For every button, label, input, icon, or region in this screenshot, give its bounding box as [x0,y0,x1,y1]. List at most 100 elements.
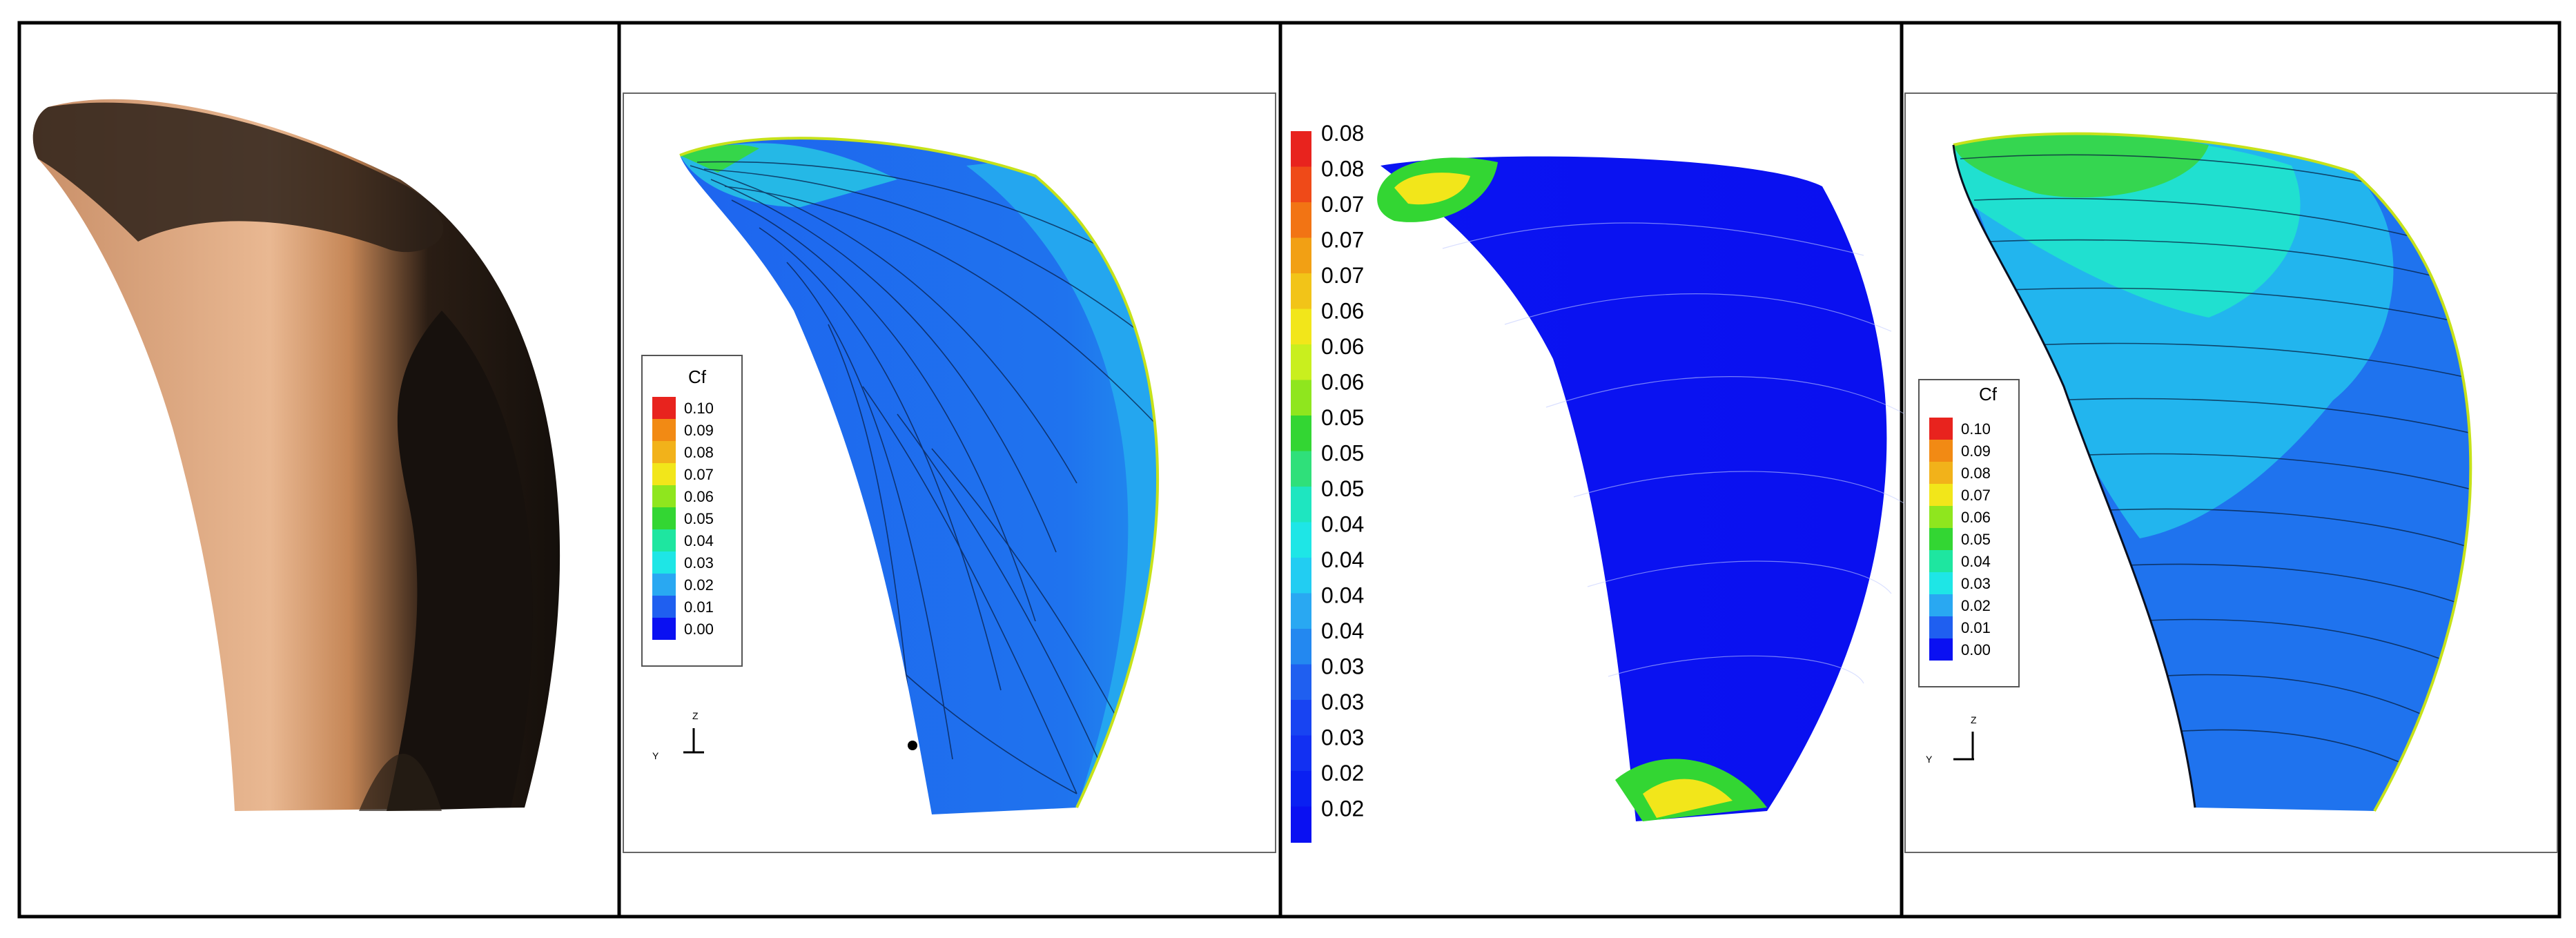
legend-swatch [1929,484,1953,506]
legend-tick-label: 0.04 [684,532,714,549]
colorbar-segment [1291,806,1311,843]
axis-label-y-a: Y [652,750,659,761]
colorbar-tick-label: 0.05 [1321,441,1364,466]
legend-swatch [652,419,676,441]
colorbar-segment [1291,344,1311,381]
legend-tick-label: 0.02 [684,576,714,594]
legend-swatch [1929,638,1953,661]
legend-tick-label: 0.06 [684,488,714,505]
colorbar-tick-label: 0.06 [1321,334,1364,359]
legend-tick-label: 0.07 [684,466,714,483]
colorbar-tick-label: 0.04 [1321,547,1364,572]
legend-swatch [652,574,676,596]
legend-title-c: Cf [1979,384,1998,404]
axis-label-y-c: Y [1926,754,1933,765]
legend-tick-label: 0.10 [684,400,714,417]
legend-tick-label: 0.00 [684,621,714,638]
colorbar-tick-label: 0.07 [1321,263,1364,288]
colorbar-segment [1291,771,1311,808]
colorbar-segment [1291,380,1311,416]
colorbar-segment [1291,309,1311,345]
colorbar-tick-label: 0.06 [1321,299,1364,324]
colorbar-tick-label: 0.07 [1321,192,1364,217]
colorbar-tick-label: 0.03 [1321,725,1364,750]
legend-swatch [652,618,676,640]
colorbar-segment [1291,522,1311,558]
propeller-blade-photo [32,99,560,812]
legend-tick-label: 0.08 [684,444,714,461]
legend-swatch [1929,594,1953,616]
colorbar-segment [1291,664,1311,701]
legend-swatch [1929,528,1953,550]
colorbar-segment [1291,273,1311,310]
colorbar-segment [1291,700,1311,736]
legend-swatch [652,397,676,419]
colorbar-segment [1291,202,1311,239]
legend-swatch [1929,616,1953,638]
legend-swatch [1929,506,1953,528]
cf-legend-c: Cf 0.10 0.09 0.08 0.07 0.06 0.05 0.04 0.03 0.02 0… [1918,379,2020,687]
legend-swatch [1929,462,1953,484]
legend-tick-label: 0.03 [1961,575,1991,592]
legend-tick-label: 0.06 [1961,509,1991,526]
legend-tick-label: 0.05 [1961,531,1991,548]
legend-swatch [1929,440,1953,462]
legend-swatch [652,463,676,485]
axis-triad-a: Y Z [652,710,704,761]
legend-tick-label: 0.00 [1961,641,1991,658]
colorbar-tick-label: 0.02 [1321,761,1364,785]
legend-swatch [652,529,676,551]
axis-label-z-c: Z [1971,714,1977,725]
colorbar-tick-label: 0.08 [1321,157,1364,182]
legend-swatch [652,551,676,574]
colorbar-segment [1291,131,1311,168]
colorbar-tick-label: 0.03 [1321,654,1364,679]
colorbar-segment [1291,237,1311,274]
colorbar-tick-label: 0.04 [1321,512,1364,537]
colorbar-tick-label: 0.04 [1321,583,1364,608]
colorbar-segment [1291,558,1311,594]
colorbar-tick-label: 0.07 [1321,228,1364,253]
legend-tick-label: 0.01 [1961,619,1991,636]
colorbar-tick-label: 0.08 [1321,121,1364,146]
legend-title-a: Cf [688,367,707,387]
axis-label-z-a: Z [692,710,699,721]
cfd-panel-b [1377,156,1906,821]
legend-tick-label: 0.05 [684,510,714,527]
axis-triad-c: Y Z [1926,714,1977,765]
legend-tick-label: 0.09 [1961,442,1991,460]
legend-swatch [1929,418,1953,440]
legend-swatch [652,507,676,529]
legend-tick-label: 0.01 [684,598,714,616]
colorbar-segment [1291,629,1311,665]
colorbar-tick-label: 0.05 [1321,405,1364,430]
legend-tick-label: 0.04 [1961,553,1991,570]
colorbar-segment [1291,166,1311,203]
colorbar-segment [1291,593,1311,629]
legend-tick-label: 0.07 [1961,487,1991,504]
colorbar-tick-label: 0.05 [1321,476,1364,501]
colorbar-b: 0.08 0.08 0.07 0.07 0.07 0.06 0.06 0.06 0.05 0.05… [1291,121,1364,843]
colorbar-tick-label: 0.04 [1321,618,1364,643]
legend-swatch [1929,572,1953,594]
legend-tick-label: 0.10 [1961,420,1991,438]
cfd-panel-c [1904,92,2558,853]
cf-legend-a: Cf 0.10 0.09 0.08 0.07 0.06 0.05 0.04 0.03 0.02 0… [641,355,743,667]
legend-tick-label: 0.02 [1961,597,1991,614]
colorbar-segment [1291,735,1311,772]
legend-tick-label: 0.08 [1961,465,1991,482]
colorbar-tick-label: 0.06 [1321,370,1364,395]
figure-table [17,21,2562,919]
legend-swatch [1929,550,1953,572]
colorbar-segment [1291,487,1311,523]
colorbar-tick-label: 0.02 [1321,797,1364,821]
colorbar-segment [1291,451,1311,487]
legend-swatch [652,485,676,507]
legend-swatch [652,441,676,463]
legend-tick-label: 0.03 [684,554,714,571]
legend-tick-label: 0.09 [684,422,714,439]
colorbar-tick-label: 0.03 [1321,690,1364,714]
legend-swatch [652,596,676,618]
colorbar-segment [1291,416,1311,452]
